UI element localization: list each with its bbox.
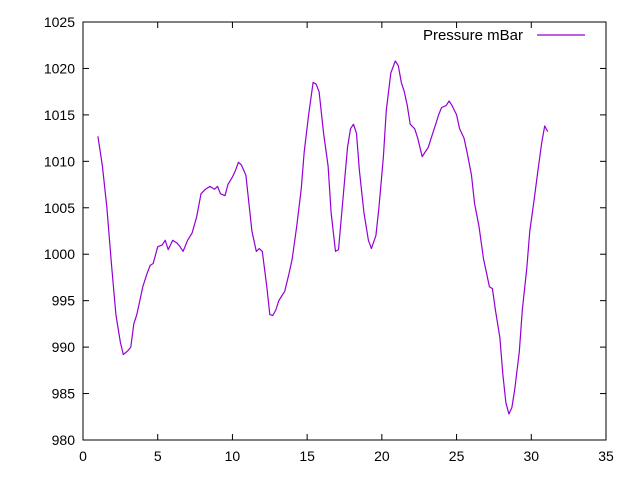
y-tick-label: 1025 [44,14,75,30]
legend: Pressure mBar [423,27,585,44]
legend-label: Pressure mBar [423,27,523,44]
x-tick-label: 35 [598,448,614,464]
y-tick-label: 1000 [44,246,75,262]
axes: 0 5 10 15 20 25 30 3598098599099510001005101010… [44,14,614,464]
x-tick-label: 0 [79,448,87,464]
x-tick-label: 5 [154,448,162,464]
y-tick-label: 1010 [44,153,75,169]
x-tick-label: 25 [449,448,465,464]
y-tick-label: 995 [52,293,76,309]
y-tick-label: 985 [52,386,76,402]
y-tick-label: 1020 [44,60,75,76]
y-tick-label: 1015 [44,107,75,123]
plot-area [97,60,549,415]
y-tick-label: 980 [52,432,76,448]
x-tick-label: 15 [299,448,315,464]
plot-frame [82,21,607,441]
y-tick-label: 1005 [44,200,75,216]
x-tick-label: 10 [225,448,241,464]
y-tick-label: 990 [52,339,76,355]
series-line-pressure [97,60,549,415]
x-tick-label: 30 [523,448,539,464]
x-tick-label: 20 [374,448,390,464]
